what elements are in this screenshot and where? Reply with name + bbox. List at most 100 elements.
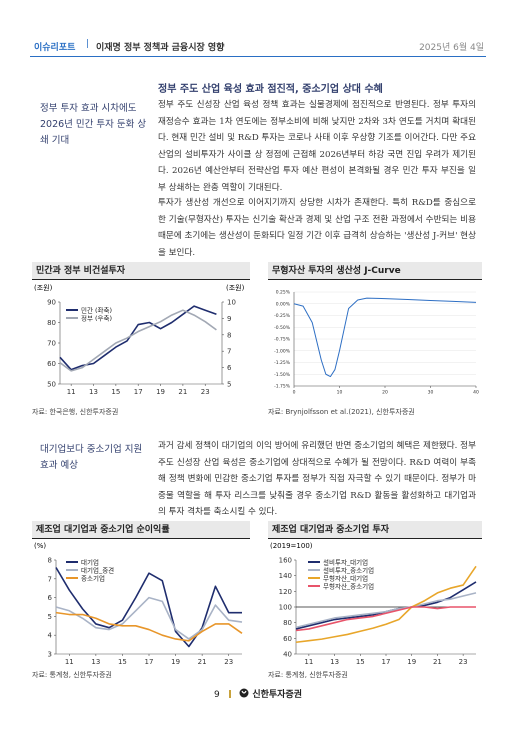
y-tick-label: 80 <box>283 619 292 627</box>
y-tick-label: 0.25% <box>276 290 291 296</box>
y-tick-label: 3 <box>48 650 52 658</box>
x-tick-label: 13 <box>91 658 100 666</box>
y-tick-label: 50 <box>47 380 56 388</box>
y-tick-label: 120 <box>279 588 292 596</box>
footer: 9 신한투자증권 <box>0 687 516 700</box>
x-tick-label: 13 <box>89 388 98 396</box>
legend-label: 설비투자_중소기업 <box>323 565 374 574</box>
y2-tick-label: 5 <box>227 380 231 388</box>
legend-label: 민간 (좌축) <box>81 305 112 314</box>
y-tick-label: 5 <box>48 613 52 621</box>
x-tick-label: 10 <box>337 390 343 396</box>
x-tick-label: 11 <box>304 658 313 666</box>
section-heading: 정부 주도 산업 육성 효과 점진적, 중소기업 상대 수혜 <box>158 84 383 95</box>
y-tick-label: -0.25% <box>274 313 291 319</box>
series-line <box>293 297 477 378</box>
x-tick-label: 0 <box>293 390 296 396</box>
source: 자료: 통계청, 신한투자증권 <box>32 671 112 679</box>
x-tick-label: 23 <box>201 388 210 396</box>
unit-label: (조원) <box>34 283 53 292</box>
series-line <box>295 592 477 629</box>
x-tick-label: 15 <box>356 658 365 666</box>
series-line <box>55 567 242 648</box>
x-tick-label: 21 <box>433 658 442 666</box>
legend-label: 대기업 <box>81 557 99 566</box>
y-tick-label: 80 <box>47 319 56 327</box>
chart-title: 무형자산 투자의 생산성 J-Curve <box>268 262 482 280</box>
x-tick-label: 23 <box>459 658 468 666</box>
header-section: 이슈리포트 <box>34 43 76 53</box>
x-tick-label: 11 <box>65 658 74 666</box>
y-tick-label: 0.00% <box>276 301 291 307</box>
chart-title: 제조업 대기업과 중소기업 순이익률 <box>32 521 250 539</box>
series-line <box>55 596 243 640</box>
series-line <box>59 309 217 372</box>
x-tick-label: 20 <box>382 390 388 396</box>
unit-label: (2019=100) <box>270 542 313 550</box>
side-title: 정부 투자 효과 시차에도 2026년 민간 투자 둔화 상쇄 기대 <box>40 103 147 146</box>
logo <box>239 688 249 698</box>
header-date: 2025년 6월 4일 <box>419 43 484 53</box>
x-tick-label: 21 <box>178 388 187 396</box>
y-tick-label: 140 <box>279 572 292 580</box>
y-tick-label: -1.25% <box>274 360 291 366</box>
paragraph: 투자가 생산성 개선으로 이어지기까지 상당한 시차가 존재한다. 특히 R&D… <box>158 198 476 258</box>
y-tick-label: 4 <box>48 632 53 640</box>
legend-label: 정부 (우축) <box>81 313 112 322</box>
x-tick-label: 19 <box>156 388 165 396</box>
x-tick-label: 30 <box>428 390 434 396</box>
header: 이슈리포트 | 이재명 정부 정책과 금융시장 영향 2025년 6월 4일 <box>30 36 486 57</box>
x-tick-label: 17 <box>382 658 391 666</box>
y-tick-label: 160 <box>279 556 292 564</box>
legend-label: 무형자산_중소기업 <box>323 581 374 590</box>
y2-tick-label: 6 <box>227 364 232 372</box>
y-tick-label: 90 <box>47 298 56 306</box>
x-tick-label: 17 <box>145 658 154 666</box>
x-tick-label: 19 <box>407 658 416 666</box>
x-tick-label: 15 <box>111 388 120 396</box>
y-tick-label: -1.50% <box>274 372 291 378</box>
x-tick-label: 17 <box>134 388 143 396</box>
paragraph: 정부 주도 신성장 산업 육성 정책 효과는 실물경제에 점진적으로 반영된다.… <box>158 100 476 193</box>
y-tick-label: 70 <box>47 339 56 347</box>
header-title: 이재명 정부 정책과 금융시장 영향 <box>96 43 225 53</box>
x-tick-label: 13 <box>330 658 339 666</box>
y-tick-label: -0.75% <box>274 337 291 343</box>
y-tick-label: 60 <box>283 635 292 643</box>
series-line <box>295 565 477 644</box>
legend-label: 설비투자_대기업 <box>323 557 368 566</box>
series-line <box>295 606 476 632</box>
brand: 신한투자증권 <box>252 690 303 700</box>
footer-divider <box>228 690 231 698</box>
legend-label: 중소기업 <box>81 573 105 582</box>
legend-label: 무형자산_대기업 <box>323 573 368 582</box>
y-tick-label: 6 <box>48 594 53 602</box>
series-line <box>55 611 243 642</box>
chart-title: 제조업 대기업과 중소기업 투자 <box>268 521 482 539</box>
chart-title: 민간과 정부 비건설투자 <box>32 262 250 280</box>
y-tick-label: 7 <box>48 575 52 583</box>
x-tick-label: 21 <box>198 658 207 666</box>
y2-tick-label: 9 <box>227 315 231 323</box>
paragraph: 과거 감세 정책이 대기업의 이익 방어에 유리했던 반면 중소기업의 혜택은 … <box>158 441 476 517</box>
y-tick-label: -1.75% <box>274 384 291 390</box>
x-tick-label: 19 <box>171 658 180 666</box>
x-tick-label: 15 <box>118 658 127 666</box>
chart: -1.75% -1.50% -1.25% -1.00% -0.75% -0.50% -0.2… <box>274 290 479 396</box>
y-tick-label: -1.00% <box>274 348 291 354</box>
unit-label: (%) <box>34 542 46 550</box>
source: 자료: 통계청, 신한투자증권 <box>268 671 348 679</box>
y2-tick-label: 7 <box>227 348 231 356</box>
source: 자료: Brynjolfsson et al.(2021), 신한투자증권 <box>268 408 415 416</box>
unit-label: (조원) <box>226 283 245 292</box>
y-tick-label: 40 <box>283 650 292 658</box>
side-title: 대기업보다 중소기업 지원 효과 예상 <box>40 444 143 471</box>
y-tick-label: 100 <box>279 603 292 611</box>
y-tick-label: 60 <box>47 360 56 368</box>
divider: | <box>86 39 90 49</box>
x-tick-label: 11 <box>67 388 76 396</box>
page-number: 9 <box>213 690 220 700</box>
x-tick-label: 40 <box>473 390 479 396</box>
